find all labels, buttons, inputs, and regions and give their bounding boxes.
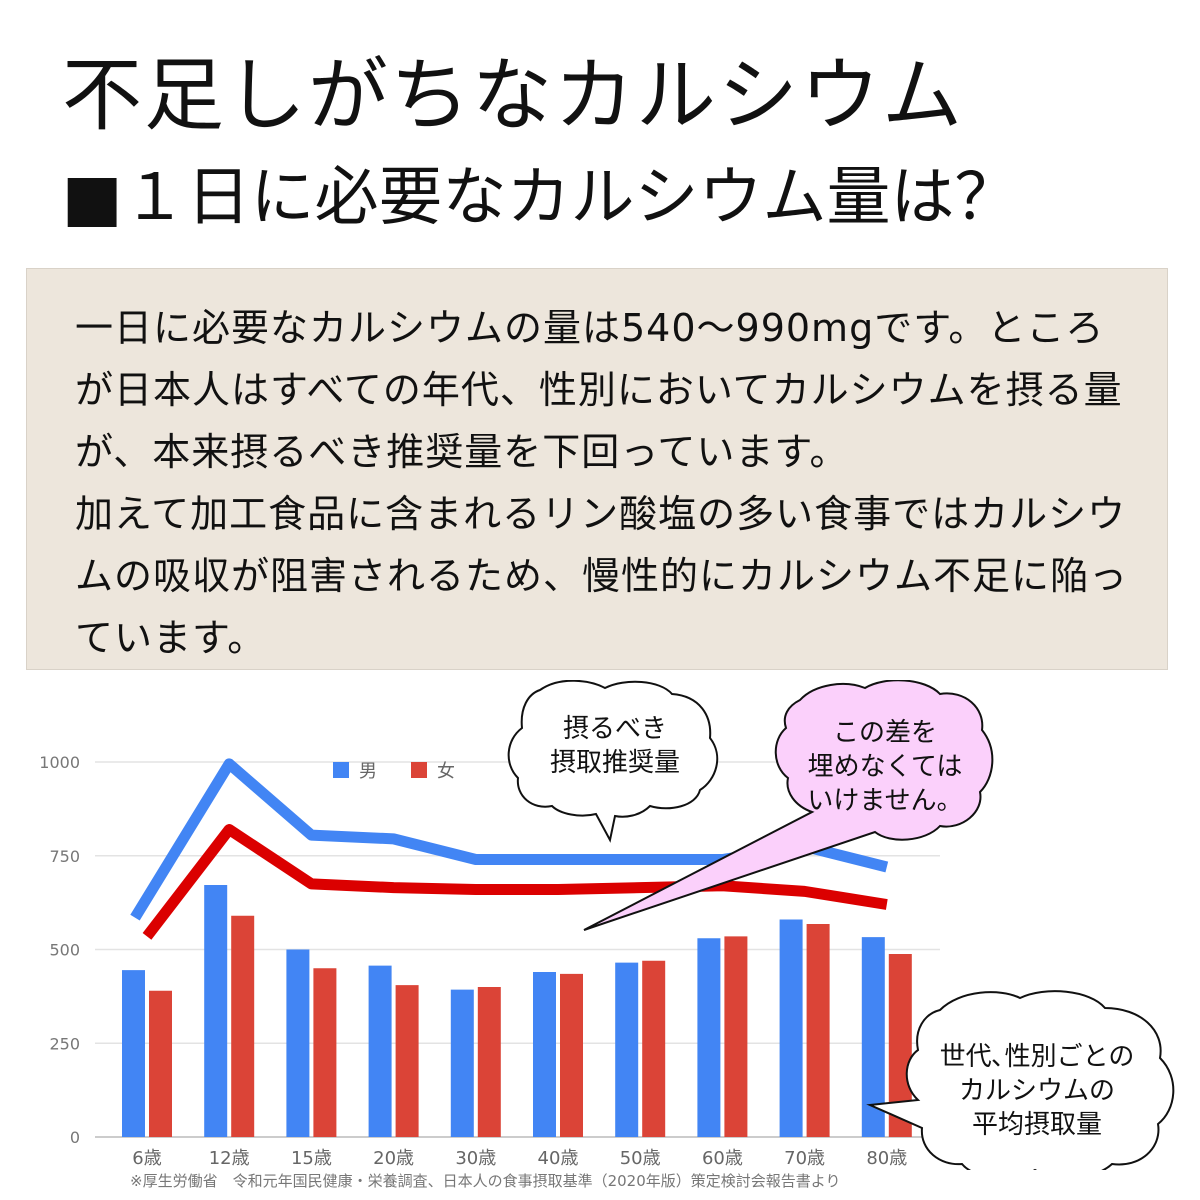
bubble-gap-shape: [583, 680, 994, 931]
bubble-recommended-text: 摂るべき 摂取推奨量: [549, 714, 680, 778]
bar-male: [450, 989, 474, 1137]
x-tick-label: 60歳: [702, 1148, 743, 1169]
chart-labels: 0 250 500 750 1000 6歳 12歳 15歳 20歳 30歳 40歳 50歳 60歳 70歳…: [39, 753, 907, 1169]
info-box: 一日に必要なカルシウムの量は540〜990mgです。ところが日本人はすべての年代…: [26, 268, 1168, 670]
bubble-gap-text: この差を 埋めなくては いけません。: [807, 718, 963, 816]
y-tick-label: 500: [49, 941, 80, 960]
bar-male: [697, 938, 721, 1137]
x-tick-label: 12歳: [209, 1148, 250, 1169]
x-tick-label: 20歳: [373, 1148, 414, 1169]
legend-swatch-female: [411, 762, 427, 778]
calcium-chart: 0 250 500 750 1000 6歳 12歳 15歳 20歳 30歳 40歳 50歳 60歳 70歳…: [39, 680, 1175, 1170]
bar-male: [122, 970, 145, 1137]
page-title: 不足しがちなカルシウム: [62, 49, 964, 142]
info-text: 一日に必要なカルシウムの量は540〜990mgです。ところが日本人はすべての年代…: [75, 297, 1135, 669]
recommended-line-female: [142, 824, 888, 940]
y-tick-label: 1000: [39, 753, 80, 772]
x-tick-label: 40歳: [538, 1148, 579, 1169]
x-tick-label: 30歳: [455, 1148, 496, 1169]
bar-female: [642, 960, 666, 1137]
y-tick-label: 250: [49, 1034, 80, 1053]
bar-female: [149, 990, 172, 1137]
bar-male: [861, 937, 885, 1137]
bubble-average-text: 世代､性別ごとの カルシウムの 平均摂取量: [939, 1042, 1135, 1140]
x-tick-label: 50歳: [620, 1148, 661, 1169]
y-tick-label: 750: [49, 847, 80, 866]
chart-bars: [122, 885, 912, 1137]
bar-male: [286, 949, 310, 1137]
bar-female: [395, 985, 419, 1137]
source-note: ※厚生労働省 令和元年国民健康・栄養調査、日本人の食事摂取基準（2020年版）策…: [130, 1172, 841, 1190]
bar-female: [806, 924, 830, 1137]
bar-male: [533, 972, 556, 1137]
legend-label-female: 女: [437, 761, 455, 782]
y-tick-label: 0: [70, 1128, 80, 1147]
legend-swatch-male: [333, 762, 349, 778]
x-tick-label: 6歳: [132, 1148, 161, 1169]
page-subtitle: ■１日に必要なカルシウム量は？: [62, 161, 1019, 235]
x-tick-label: 15歳: [291, 1148, 332, 1169]
info-paragraph-2: 加えて加工食品に含まれるリン酸塩の多い食事ではカルシウムの吸収が阻害されるため、…: [75, 492, 1129, 660]
x-tick-label: 80歳: [866, 1148, 907, 1169]
bar-male: [204, 885, 228, 1137]
bar-male: [779, 919, 803, 1137]
bar-female: [888, 954, 912, 1137]
bar-female: [477, 987, 501, 1137]
x-tick-label: 70歳: [784, 1148, 825, 1169]
chart-legend: 男女: [333, 761, 455, 782]
bar-male: [615, 962, 639, 1137]
legend-label-male: 男: [359, 761, 377, 782]
bar-female: [724, 936, 748, 1137]
info-paragraph-1: 一日に必要なカルシウムの量は540〜990mgです。ところが日本人はすべての年代…: [75, 306, 1123, 474]
bubble-average-shape: [866, 990, 1175, 1170]
bar-male: [368, 965, 392, 1137]
bar-female: [560, 973, 583, 1137]
bar-female: [313, 968, 337, 1137]
chart-bubbles: [507, 680, 1175, 1170]
bar-female: [231, 915, 255, 1137]
bubble-recommended-shape: [507, 680, 719, 843]
